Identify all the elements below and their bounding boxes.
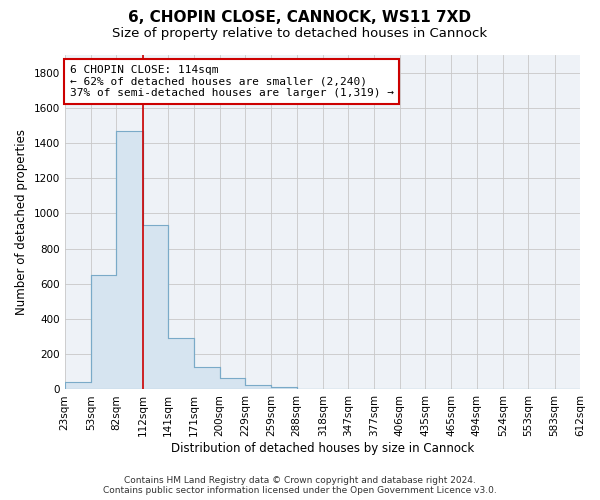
Text: 6, CHOPIN CLOSE, CANNOCK, WS11 7XD: 6, CHOPIN CLOSE, CANNOCK, WS11 7XD (128, 10, 472, 25)
X-axis label: Distribution of detached houses by size in Cannock: Distribution of detached houses by size … (171, 442, 474, 455)
Text: Size of property relative to detached houses in Cannock: Size of property relative to detached ho… (112, 28, 488, 40)
Text: Contains HM Land Registry data © Crown copyright and database right 2024.
Contai: Contains HM Land Registry data © Crown c… (103, 476, 497, 495)
Text: 6 CHOPIN CLOSE: 114sqm
← 62% of detached houses are smaller (2,240)
37% of semi-: 6 CHOPIN CLOSE: 114sqm ← 62% of detached… (70, 65, 394, 98)
Y-axis label: Number of detached properties: Number of detached properties (15, 129, 28, 315)
